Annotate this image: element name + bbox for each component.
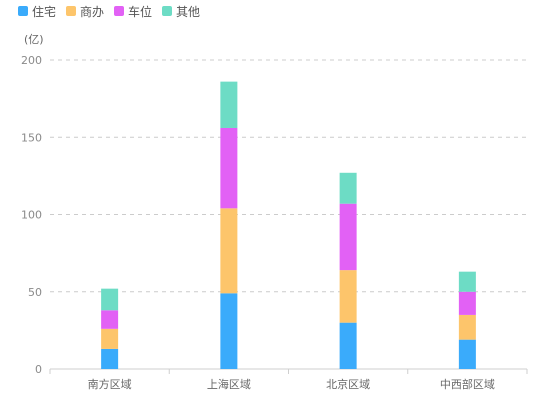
- bar-segment-0-2[interactable]: [339, 322, 357, 369]
- bar-segment-1-2[interactable]: [339, 270, 357, 323]
- bar-segment-0-3[interactable]: [458, 339, 476, 369]
- legend-swatch-residential: [18, 6, 28, 16]
- y-tick-label: 150: [21, 131, 42, 144]
- bar-segment-3-3[interactable]: [458, 271, 476, 292]
- bar-segment-0-1[interactable]: [220, 293, 238, 369]
- x-category-label: 南方区域: [88, 377, 132, 391]
- legend-swatch-other: [162, 6, 173, 16]
- x-category-label: 北京区域: [326, 377, 370, 391]
- y-tick-label: 200: [21, 54, 42, 67]
- legend-label-other: 其他: [176, 4, 201, 19]
- bar-segment-1-1[interactable]: [220, 208, 238, 294]
- legend-label-commercial: 商办: [80, 4, 105, 19]
- bar-segment-2-2[interactable]: [339, 203, 357, 271]
- legend-item-commercial[interactable]: 商办: [66, 3, 104, 20]
- bar-segment-1-3[interactable]: [458, 314, 476, 340]
- y-tick-label: 50: [28, 286, 42, 299]
- legend-item-other[interactable]: 其他: [162, 3, 200, 20]
- bar-segment-1-0[interactable]: [101, 328, 119, 349]
- bar-segment-0-0[interactable]: [101, 348, 119, 369]
- y-tick-label: 0: [35, 363, 42, 376]
- y-tick-label: 100: [21, 209, 42, 222]
- bar-segment-2-0[interactable]: [101, 310, 119, 329]
- bar-segment-2-1[interactable]: [220, 127, 238, 209]
- x-category-label: 上海区域: [207, 377, 251, 391]
- legend-item-residential[interactable]: 住宅: [18, 3, 56, 20]
- bar-segment-3-0[interactable]: [101, 288, 119, 311]
- bar-segment-3-2[interactable]: [339, 172, 357, 204]
- legend-label-parking: 车位: [128, 4, 153, 19]
- legend-label-residential: 住宅: [32, 4, 57, 19]
- legend-item-parking[interactable]: 车位: [114, 3, 152, 20]
- x-category-label: 中西部区域: [440, 377, 495, 391]
- bar-segment-3-1[interactable]: [220, 81, 238, 128]
- bar-segment-2-3[interactable]: [458, 291, 476, 315]
- legend-swatch-commercial: [66, 6, 77, 16]
- legend: 住宅 商办 车位 其他: [18, 3, 200, 19]
- y-axis-unit-label: (亿): [24, 33, 44, 46]
- legend-swatch-parking: [114, 6, 125, 16]
